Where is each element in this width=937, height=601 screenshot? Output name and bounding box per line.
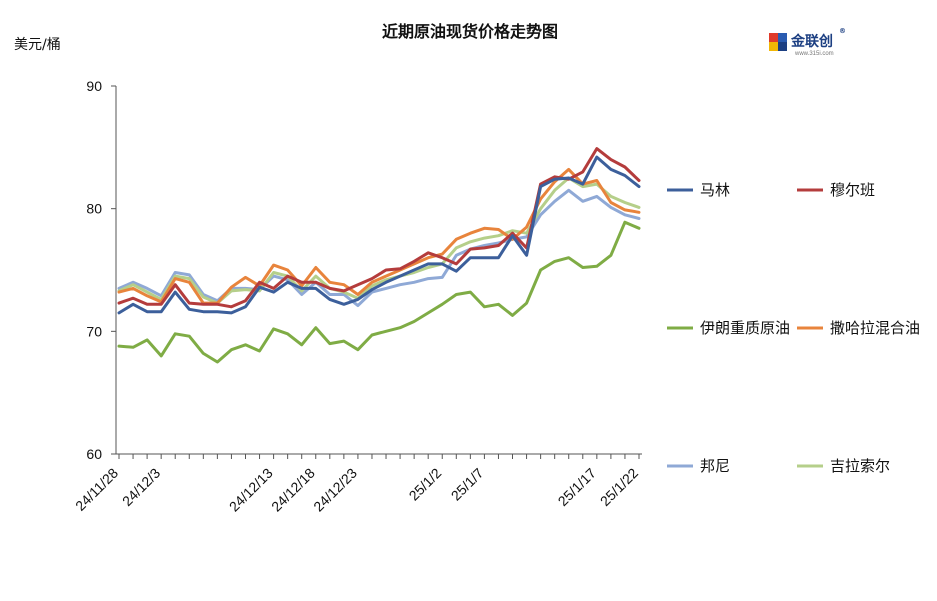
- y-tick-label: 70: [86, 323, 102, 339]
- x-tick-label: 24/12/13: [226, 465, 276, 515]
- logo-subtext: www.315i.com: [794, 51, 834, 57]
- x-tick-label: 25/1/17: [555, 465, 599, 509]
- y-axis-unit-label: 美元/桶: [14, 37, 61, 53]
- logo-text: 金联创: [790, 33, 833, 50]
- x-tick-label: 25/1/7: [448, 465, 487, 504]
- legend-label: 撒哈拉混合油: [830, 319, 920, 337]
- x-tick-label: 24/12/23: [310, 465, 360, 515]
- y-tick-label: 80: [86, 201, 102, 217]
- x-tick-label: 24/12/3: [119, 465, 163, 509]
- y-tick-label: 60: [86, 446, 102, 462]
- plot-area: [117, 147, 641, 364]
- legend-label: 马林: [700, 181, 730, 199]
- chart-title: 近期原油现货价格走势图: [382, 22, 558, 41]
- y-tick-label: 90: [86, 78, 102, 94]
- legend-label: 伊朗重质原油: [700, 319, 790, 337]
- legend-label: 邦尼: [700, 457, 730, 475]
- x-tick-label: 25/1/22: [597, 465, 641, 509]
- series-line-1: [117, 155, 641, 315]
- x-tick-label: 25/1/2: [406, 465, 445, 504]
- series-line-3: [117, 220, 641, 364]
- series-line-5: [117, 188, 641, 308]
- series-line-2: [117, 147, 641, 309]
- x-tick-label: 24/12/18: [268, 465, 318, 515]
- legend-label: 吉拉索尔: [830, 457, 890, 475]
- x-tick-label: 24/11/28: [72, 465, 121, 514]
- series-line-6: [117, 176, 641, 305]
- logo: 金联创 ® www.315i.com: [769, 27, 846, 57]
- legend-label: 穆尔班: [830, 181, 875, 199]
- logo-mark-icon: [769, 33, 787, 51]
- logo-registered-mark: ®: [839, 27, 846, 35]
